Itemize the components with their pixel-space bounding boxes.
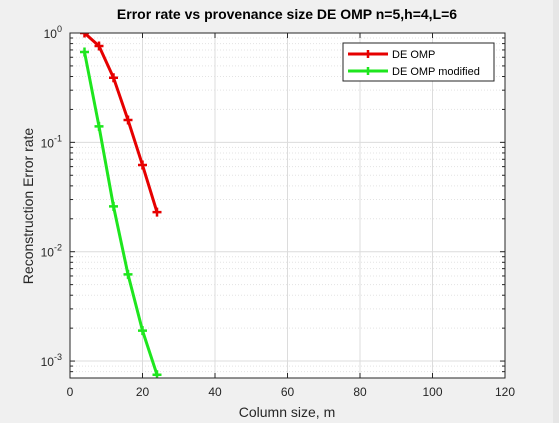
y-axis-label: Reconstruction Error rate [20, 128, 36, 285]
x-tick-label: 80 [353, 385, 367, 399]
chart-title: Error rate vs provenance size DE OMP n=5… [117, 6, 457, 22]
data-point-marker [123, 115, 133, 125]
tick-marks [69, 32, 506, 378]
legend: DE OMP DE OMP modified [342, 42, 495, 82]
data-point-marker [94, 121, 104, 131]
major-grid [70, 33, 505, 378]
data-point-marker [138, 326, 147, 336]
series-layer [80, 33, 162, 378]
x-tick-label: 120 [495, 385, 515, 399]
y-tick-label: 100 [44, 24, 62, 41]
x-tick-label: 40 [208, 385, 222, 399]
y-tick-label: 10-1 [41, 133, 62, 150]
window-edge [553, 0, 559, 423]
legend-entries: DE OMP DE OMP modified [348, 49, 480, 78]
legend-label: DE OMP modified [392, 66, 480, 78]
y-tick-label: 10-2 [41, 243, 62, 260]
data-point-marker [123, 269, 133, 279]
y-tick-labels: 100 10-1 10-2 10-3 [41, 24, 62, 369]
legend-entry: DE OMP [348, 49, 435, 61]
data-point-marker [94, 41, 104, 51]
data-point-marker [80, 33, 89, 38]
x-axis-label: Column size, m [239, 404, 335, 420]
y-tick-label: 10-3 [41, 352, 62, 369]
series-1 [80, 33, 162, 217]
x-tick-label: 60 [281, 385, 295, 399]
legend-marker [364, 50, 372, 58]
legend-label: DE OMP [392, 49, 435, 61]
data-point-marker [152, 207, 162, 217]
legend-entry: DE OMP modified [348, 66, 480, 78]
x-tick-label: 0 [67, 385, 74, 399]
data-point-marker [109, 73, 118, 83]
x-tick-labels: 0 20 40 60 80 100 120 [67, 385, 516, 399]
series-2 [80, 47, 162, 378]
series-line [83, 33, 159, 213]
x-tick-label: 20 [136, 385, 150, 399]
series-line [83, 51, 159, 376]
data-point-marker [80, 47, 89, 57]
data-point-marker [109, 201, 118, 211]
data-point-marker [138, 160, 147, 170]
legend-marker [364, 67, 372, 75]
x-tick-label: 100 [422, 385, 442, 399]
